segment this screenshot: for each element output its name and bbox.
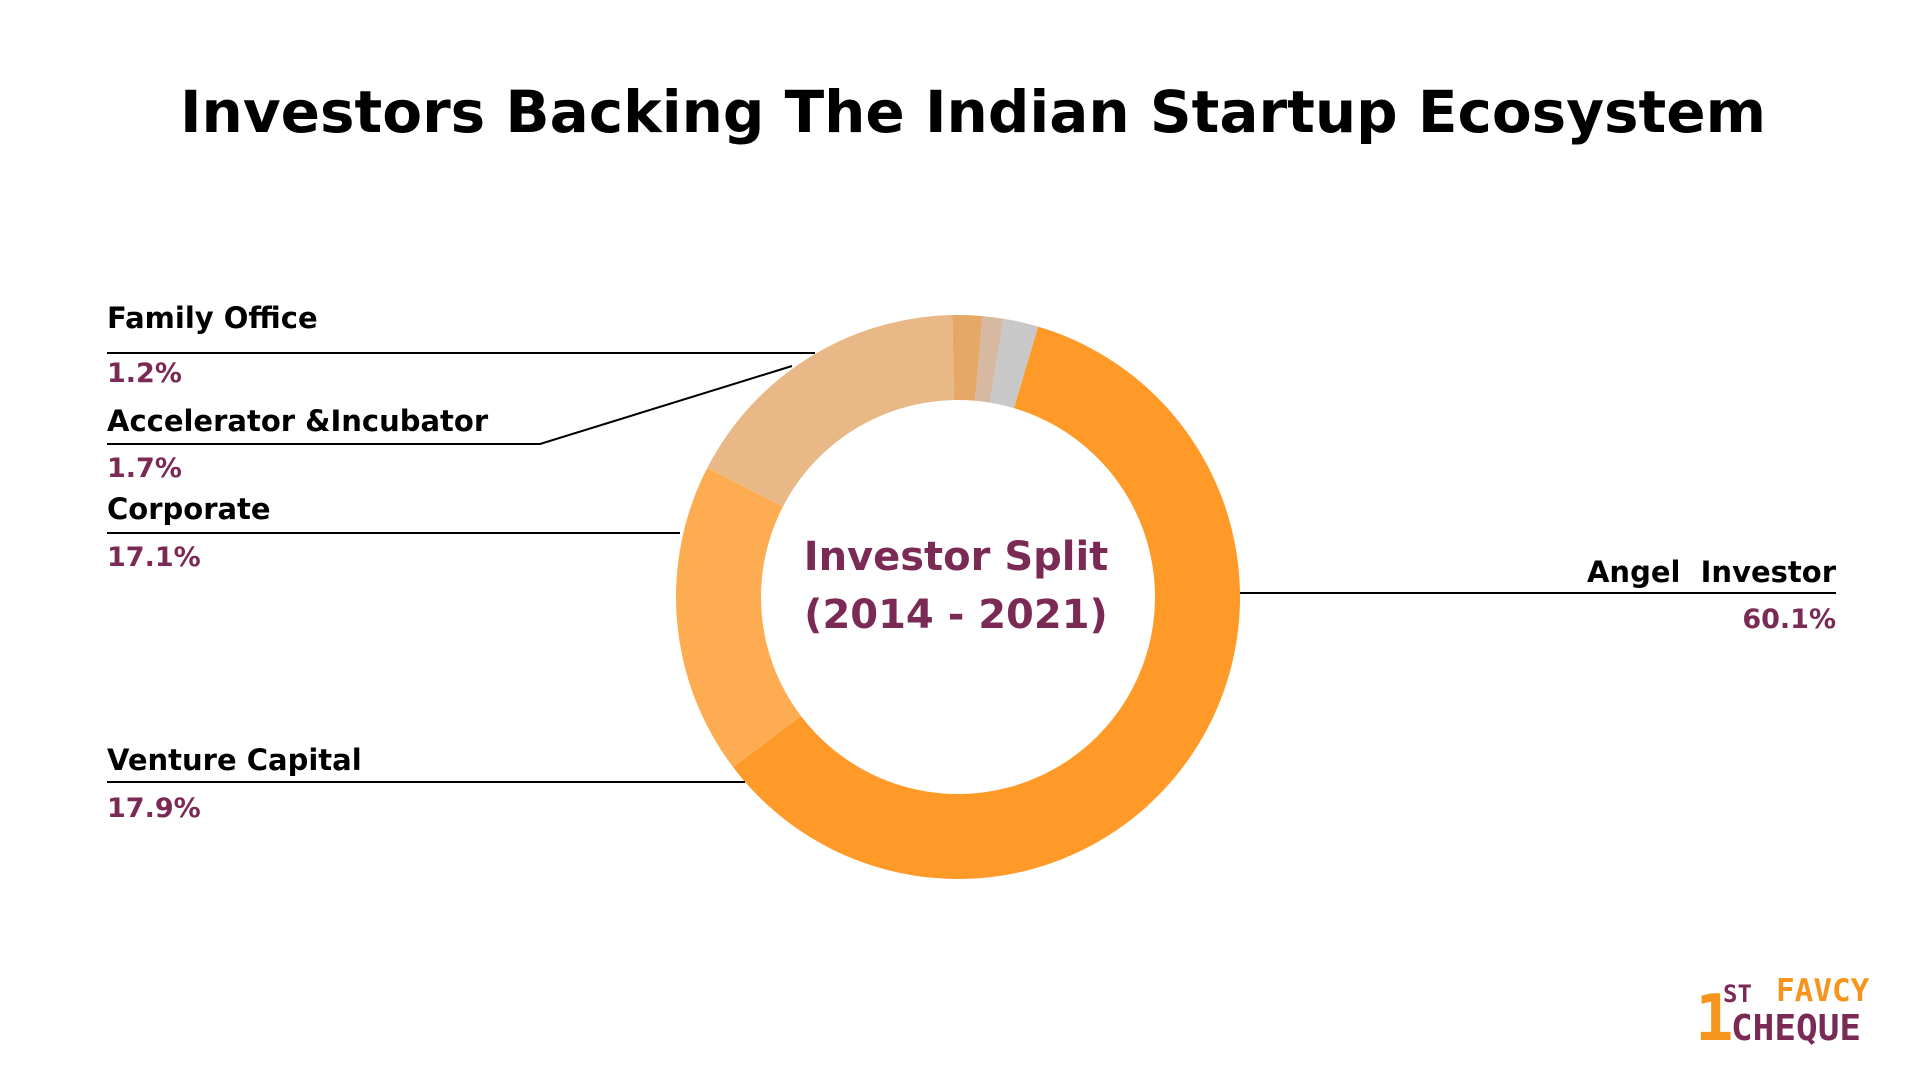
slice-value-label: 1.7% bbox=[107, 453, 182, 484]
logo-brand: FAVCY bbox=[1776, 973, 1870, 1009]
donut-slice bbox=[952, 315, 983, 401]
donut-slice bbox=[989, 318, 1039, 409]
center-title: Investor Split bbox=[804, 534, 1109, 580]
donut-slice bbox=[975, 316, 1004, 403]
donut-chart bbox=[676, 315, 1240, 880]
logo-word: CHEQUE bbox=[1731, 1008, 1861, 1049]
slice-label: Venture Capital bbox=[107, 743, 362, 777]
leader-line bbox=[107, 365, 793, 445]
donut-slice bbox=[707, 315, 955, 507]
donut-slice bbox=[676, 467, 801, 768]
slice-labels: Angel Investor 60.1% Venture Capital 17.9% C… bbox=[107, 301, 1837, 824]
logo-superscript: ST bbox=[1723, 980, 1752, 1008]
donut-slice bbox=[733, 326, 1240, 880]
slice-label: Family Office bbox=[107, 301, 318, 335]
brand-logo: 1 ST FAVCY CHEQUE bbox=[1695, 973, 1870, 1056]
slice-label: Angel Investor bbox=[1587, 555, 1837, 589]
slice-label: Accelerator &Incubator bbox=[107, 404, 489, 438]
logo-number: 1 bbox=[1695, 982, 1734, 1056]
chart-title: Investors Backing The Indian Startup Eco… bbox=[180, 78, 1766, 146]
slice-value-label: 17.9% bbox=[107, 793, 201, 824]
leader-lines bbox=[107, 352, 1836, 783]
center-subtitle: (2014 - 2021) bbox=[804, 592, 1108, 638]
slice-value-label: 17.1% bbox=[107, 542, 201, 573]
slice-label: Corporate bbox=[107, 492, 271, 526]
slice-value-label: 1.2% bbox=[107, 358, 182, 389]
slice-value-label: 60.1% bbox=[1742, 604, 1836, 635]
